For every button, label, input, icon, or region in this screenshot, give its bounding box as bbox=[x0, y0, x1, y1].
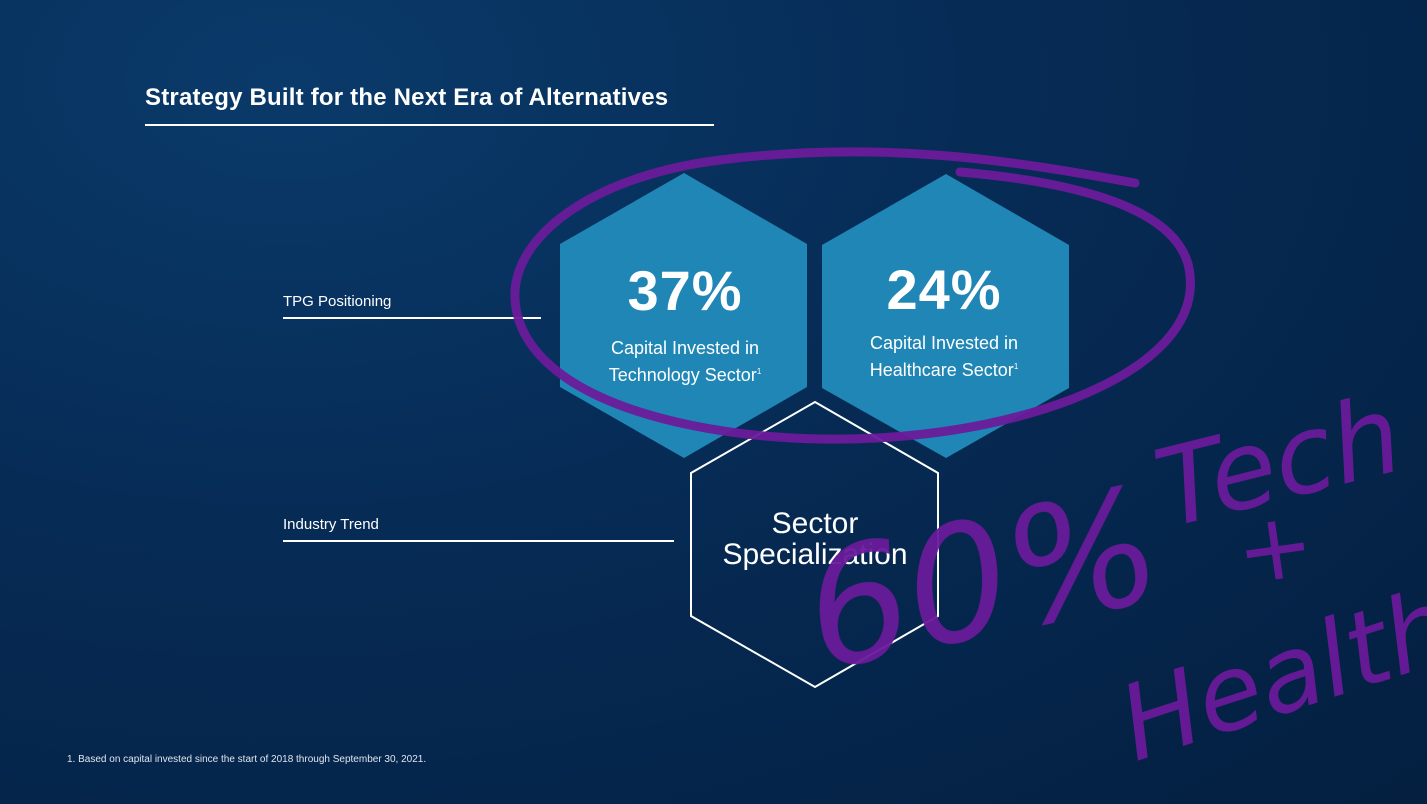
healthcare-caption: Capital Invested in Healthcare Sector1 bbox=[834, 332, 1054, 382]
healthcare-caption-line1: Capital Invested in bbox=[869, 333, 1019, 353]
technology-percentage: 37% bbox=[627, 259, 743, 322]
sector-specialization-hexagon bbox=[690, 400, 939, 689]
industry-trend-rule bbox=[283, 540, 674, 542]
tpg-positioning-rule bbox=[283, 317, 541, 319]
footnote: 1. Based on capital invested since the s… bbox=[67, 754, 427, 765]
sector-specialization-line1: Sector bbox=[771, 507, 859, 540]
healthcare-footnote-mark: 1 bbox=[1013, 362, 1019, 371]
sector-specialization-line2: Specialization bbox=[722, 538, 908, 571]
tpg-positioning-label: TPG Positioning bbox=[283, 293, 392, 310]
healthcare-caption-line2: Healthcare Sector bbox=[869, 360, 1014, 380]
technology-caption-line1: Capital Invested in bbox=[610, 338, 760, 358]
healthcare-percentage: 24% bbox=[886, 258, 1002, 321]
technology-caption: Capital Invested in Technology Sector1 bbox=[575, 337, 795, 387]
slide-title: Strategy Built for the Next Era of Alter… bbox=[145, 84, 669, 111]
title-underline bbox=[145, 124, 714, 126]
industry-trend-label: Industry Trend bbox=[283, 516, 379, 533]
technology-hexagon-text: 37% Capital Invested in Technology Secto… bbox=[575, 263, 795, 387]
healthcare-hexagon-text: 24% Capital Invested in Healthcare Secto… bbox=[834, 262, 1054, 382]
sector-specialization-text: Sector Specialization bbox=[700, 508, 930, 570]
technology-footnote-mark: 1 bbox=[756, 367, 762, 376]
technology-caption-line2: Technology Sector bbox=[608, 365, 757, 385]
